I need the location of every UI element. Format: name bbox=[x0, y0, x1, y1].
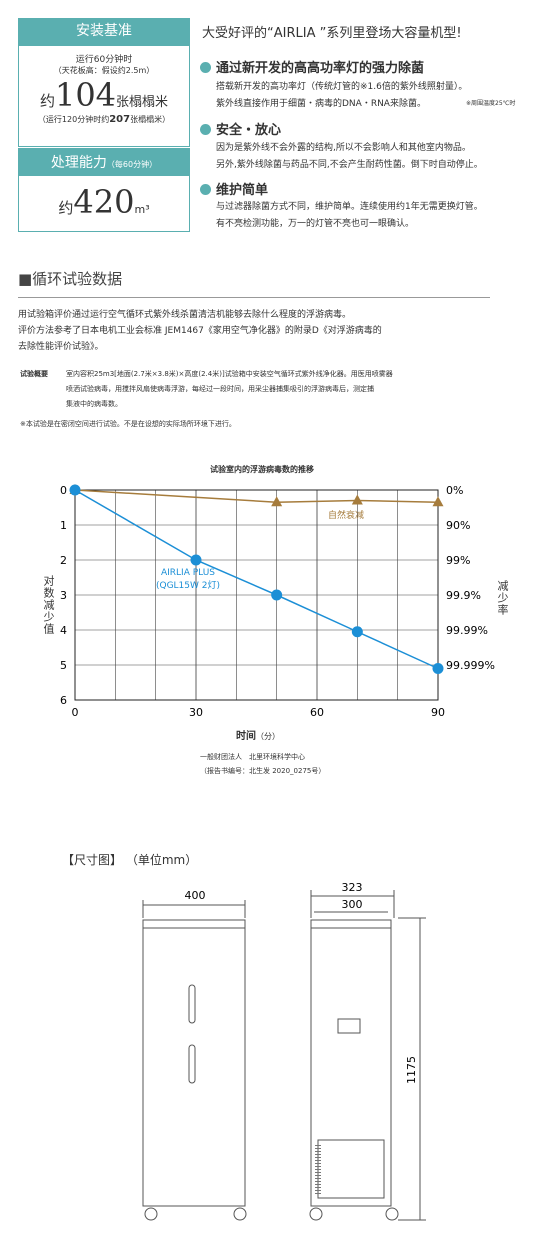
overview-line: 室内容积25m3[地面(2.7米×3.8米)×高度(2.4米)]试验箱中安装空气… bbox=[66, 370, 393, 378]
text: 时间 bbox=[236, 731, 256, 742]
x-tick-label: 90 bbox=[431, 706, 445, 719]
x-tick-label: 0 bbox=[72, 706, 79, 719]
install-title: 安装基准 bbox=[18, 18, 190, 45]
y2-tick-label: 99% bbox=[446, 554, 470, 567]
dimension-value: 400 bbox=[185, 889, 206, 902]
prefix: 约 bbox=[39, 92, 55, 110]
y2-tick-label: 99.9% bbox=[446, 589, 481, 602]
y-tick-label: 2 bbox=[60, 554, 67, 567]
headline: 大受好评的“AIRLIA ”系列里登场大容量机型! bbox=[202, 26, 462, 41]
y-tick-label: 1 bbox=[60, 519, 67, 532]
text: 【尺寸图】 bbox=[62, 853, 123, 867]
capacity-title: 处理能力 bbox=[50, 155, 107, 171]
y2-tick-label: 90% bbox=[446, 519, 470, 532]
marker bbox=[432, 496, 444, 507]
dimension-value: 300 bbox=[342, 898, 363, 911]
unit: m³ bbox=[134, 203, 150, 216]
overview-label: 试验概要 bbox=[20, 370, 48, 378]
source: （报告书编号：北生发 2020_0275号） bbox=[200, 767, 326, 775]
install-main: 约104张榻榻米 bbox=[19, 76, 189, 114]
feature-line: 另外,紫外线除菌与药品不同,不会产生耐药性菌。倒下时自动停止。 bbox=[216, 160, 483, 170]
x-axis-label: 时间（分） bbox=[236, 727, 280, 742]
feature-line: 搭载新开发的高功率灯（传统灯管的※1.6倍的紫外线照射量）。 bbox=[216, 82, 468, 92]
y2-tick-label: 99.99% bbox=[446, 624, 488, 637]
paragraph: 去除性能评价试验》。 bbox=[18, 342, 104, 352]
y-tick-label: 0 bbox=[60, 484, 67, 497]
capacity-note: （每60分钟） bbox=[106, 160, 158, 169]
marker bbox=[351, 626, 363, 638]
dimension-title: 【尺寸图】 （单位mm） bbox=[62, 851, 197, 868]
marker bbox=[190, 554, 202, 566]
dimension-value: 323 bbox=[342, 881, 363, 894]
install-line: 运行60分钟时 bbox=[75, 55, 133, 65]
text: 安全・放心 bbox=[216, 123, 282, 138]
section-title: ■循环试验数据 bbox=[18, 270, 123, 288]
feature-line: 与过滤器除菌方式不同，维护简单。连续使用约1年无需更换灯管。 bbox=[216, 202, 483, 212]
dimension-value: 1175 bbox=[405, 1056, 418, 1084]
series-line bbox=[74, 489, 439, 670]
plot-frame bbox=[74, 489, 439, 701]
series-line bbox=[74, 489, 439, 504]
y-axis-label: 对数减少值 bbox=[42, 575, 55, 635]
install-box: 运行60分钟时 （天花板高：假设约2.5m） 约104张榻榻米 （运行120分钟… bbox=[18, 45, 190, 147]
capacity-value: 420 bbox=[73, 183, 135, 221]
marker bbox=[271, 496, 283, 507]
y2-tick-label: 99.999% bbox=[446, 659, 495, 672]
unit: （单位mm） bbox=[125, 853, 198, 867]
rule bbox=[18, 297, 490, 298]
footnote: ※本试验是在密闭空间进行试验。不是在设想的实际场所环境下进行。 bbox=[20, 420, 236, 428]
note-value: 207 bbox=[109, 114, 131, 125]
overview-line: 喷洒试验病毒，用搅拌风扇使病毒浮游，每经过一段时间，用采尘器捕集吸引的浮游病毒后… bbox=[66, 385, 374, 393]
install-line: （天花板高：假设约2.5m） bbox=[53, 66, 155, 75]
y-tick-label: 3 bbox=[60, 589, 67, 602]
feature-note: ※周围温度25℃时 bbox=[466, 100, 516, 107]
capacity-header: 处理能力（每60分钟） bbox=[18, 148, 190, 175]
paragraph: 评价方法参考了日本电机工业会标准 JEM1467《家用空气净化器》的附录D《对浮… bbox=[18, 326, 382, 336]
overview-line: 集液中的病毒数。 bbox=[66, 400, 122, 408]
source: 一般财团法人 北里环境科学中心 bbox=[200, 753, 305, 761]
chart-title: 试验室内的浮游病毒数的推移 bbox=[210, 465, 314, 474]
capacity-box: 约420m³ bbox=[18, 175, 190, 232]
unit: （分） bbox=[256, 732, 280, 741]
feature-title: 通过新开发的高高功率灯的强力除菌 bbox=[200, 57, 424, 76]
text: 通过新开发的高高功率灯的强力除菌 bbox=[216, 61, 425, 76]
feature-line: 因为是紫外线不会外露的结构,所以不会影响人和其他室内物品。 bbox=[216, 143, 471, 153]
series-label: 自然衰减 bbox=[328, 511, 365, 521]
series-label: AIRLIA PLUS (QGL15W 2灯) bbox=[155, 568, 221, 591]
marker bbox=[351, 494, 363, 505]
paragraph: 用试验箱评价通过运行空气循环式紫外线杀菌清洁机能够去除什么程度的浮游病毒。 bbox=[18, 310, 352, 320]
marker bbox=[69, 484, 81, 496]
feature-line: 紫外线直接作用于细菌・病毒的DNA・RNA来除菌。 bbox=[216, 99, 426, 109]
y-tick-label: 5 bbox=[60, 659, 67, 672]
unit: 张榻榻米 bbox=[116, 95, 169, 110]
feature-title: 维护简单 bbox=[200, 179, 268, 198]
y-tick-label: 6 bbox=[60, 694, 67, 707]
note: 张榻榻米） bbox=[130, 115, 171, 124]
feature-title: 安全・放心 bbox=[200, 119, 281, 138]
x-tick-label: 30 bbox=[189, 706, 203, 719]
y-tick-label: 4 bbox=[60, 624, 67, 637]
prefix: 约 bbox=[58, 199, 74, 217]
install-value: 104 bbox=[54, 76, 117, 114]
y2-axis-label: 减少率 bbox=[496, 580, 509, 616]
feature-line: 有不亮检测功能，万一的灯管不亮也可一眼确认。 bbox=[216, 219, 415, 229]
install-note: （运行120分钟时约207张榻榻米） bbox=[19, 114, 189, 125]
note: （运行120分钟时约 bbox=[37, 115, 110, 124]
x-tick-label: 60 bbox=[310, 706, 324, 719]
marker bbox=[432, 663, 444, 674]
marker bbox=[271, 589, 283, 601]
text: 维护简单 bbox=[216, 183, 269, 198]
y2-tick-label: 0% bbox=[446, 484, 463, 497]
